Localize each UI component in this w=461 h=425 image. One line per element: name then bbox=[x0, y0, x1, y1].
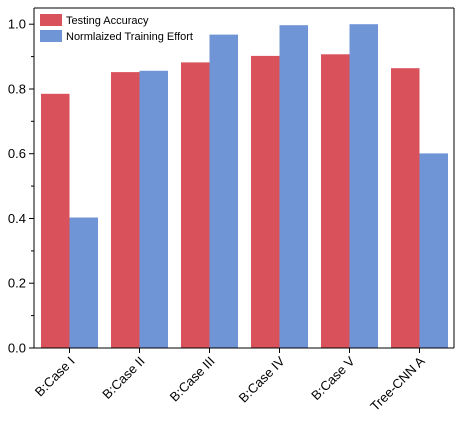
bar-2-3 bbox=[209, 34, 238, 348]
bar-1-2 bbox=[111, 72, 140, 348]
y-tick-label-3: 0.4 bbox=[8, 211, 26, 226]
y-ticks-group: 0.0 0.2 0.4 0.6 0.8 1.0 bbox=[8, 17, 34, 356]
x-tick-label-5: B:Case V bbox=[308, 353, 358, 403]
x-tick-label-3: B:Case III bbox=[167, 354, 218, 405]
y-tick-label-1: 0.0 bbox=[8, 341, 26, 356]
x-tick-label-6: Tree-CNN A bbox=[367, 353, 428, 414]
x-tick-label-1: B:Case I bbox=[32, 354, 78, 400]
y-tick-label-2: 0.2 bbox=[8, 276, 26, 291]
legend-swatch-2 bbox=[40, 30, 62, 42]
bar-2-4 bbox=[279, 25, 308, 348]
x-tick-label-2: B:Case II bbox=[99, 354, 147, 402]
bar-1-5 bbox=[321, 54, 350, 349]
axes-group bbox=[33, 7, 455, 349]
bar-1-6 bbox=[391, 68, 420, 348]
bar-1-3 bbox=[181, 62, 210, 349]
x-tick-label-4: B:Case IV bbox=[236, 353, 288, 405]
legend: Testing Accuracy Normlaized Training Effo… bbox=[40, 14, 193, 43]
bar-1-1 bbox=[41, 93, 70, 348]
bars-group bbox=[41, 24, 448, 349]
bar-1-4 bbox=[251, 55, 280, 349]
y-tick-label-5: 0.8 bbox=[8, 82, 26, 97]
bar-2-1 bbox=[69, 217, 98, 348]
x-ticks-group: B:Case I B:Case II B:Case III B:Case IV B:Ca… bbox=[32, 348, 428, 414]
legend-swatch-1 bbox=[40, 14, 62, 26]
bar-2-6 bbox=[419, 153, 448, 348]
bar-2-2 bbox=[139, 70, 168, 349]
legend-label-1: Testing Accuracy bbox=[66, 15, 149, 27]
y-tick-label-4: 0.6 bbox=[8, 146, 26, 161]
y-tick-label-6: 1.0 bbox=[8, 17, 26, 32]
bar-2-5 bbox=[349, 24, 378, 348]
legend-label-2: Normlaized Training Effort bbox=[66, 31, 193, 43]
